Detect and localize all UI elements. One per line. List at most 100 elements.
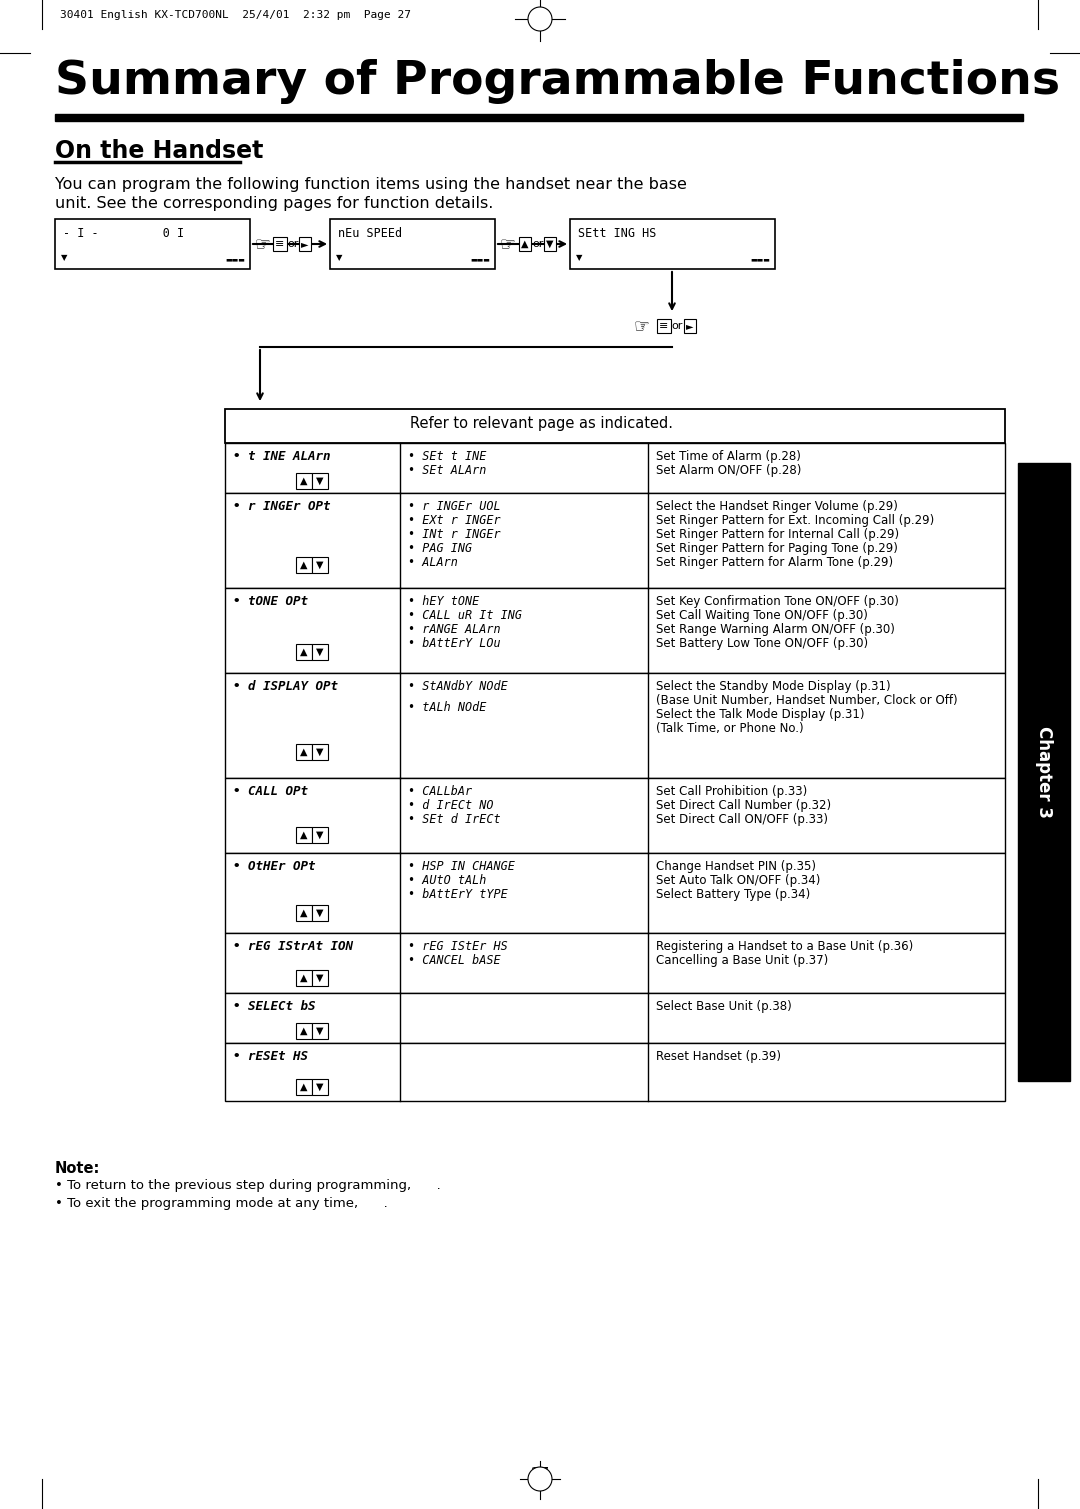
Bar bbox=[1018, 463, 1070, 1080]
Text: 27: 27 bbox=[530, 1467, 550, 1482]
Text: ▼: ▼ bbox=[336, 254, 342, 263]
Text: • rEG IStrAt ION: • rEG IStrAt ION bbox=[233, 940, 353, 954]
Text: • OtHEr OPt: • OtHEr OPt bbox=[233, 860, 315, 874]
Text: Select the Handset Ringer Volume (p.29): Select the Handset Ringer Volume (p.29) bbox=[656, 499, 897, 513]
Text: • r INGEr OPt: • r INGEr OPt bbox=[233, 499, 330, 513]
Text: ▼: ▼ bbox=[316, 560, 324, 570]
Text: Select Battery Type (p.34): Select Battery Type (p.34) bbox=[656, 887, 810, 901]
Text: ▼: ▼ bbox=[546, 238, 554, 249]
Bar bbox=[312, 1023, 328, 1040]
Bar bbox=[225, 993, 1005, 1043]
Text: • CANCEL bASE: • CANCEL bASE bbox=[408, 954, 501, 967]
Text: ▼: ▼ bbox=[316, 908, 324, 917]
Text: You can program the following function items using the handset near the base: You can program the following function i… bbox=[55, 177, 687, 192]
Text: Chapter 3: Chapter 3 bbox=[1035, 726, 1053, 818]
Circle shape bbox=[528, 8, 552, 32]
Text: ▬▬▬: ▬▬▬ bbox=[470, 257, 490, 263]
Text: ▼: ▼ bbox=[60, 254, 67, 263]
Bar bbox=[312, 970, 328, 985]
Text: or: or bbox=[287, 238, 298, 249]
Text: Reset Handset (p.39): Reset Handset (p.39) bbox=[656, 1050, 781, 1062]
Text: ▬▬▬: ▬▬▬ bbox=[225, 257, 245, 263]
Bar bbox=[296, 827, 312, 844]
Text: • SEt d IrECt: • SEt d IrECt bbox=[408, 813, 501, 825]
Text: • PAG ING: • PAG ING bbox=[408, 542, 472, 555]
Text: Set Ringer Pattern for Ext. Incoming Call (p.29): Set Ringer Pattern for Ext. Incoming Cal… bbox=[656, 515, 934, 527]
Text: • SEt ALArn: • SEt ALArn bbox=[408, 463, 486, 477]
Text: • bAttErY tYPE: • bAttErY tYPE bbox=[408, 887, 508, 901]
Bar bbox=[312, 472, 328, 489]
Bar bbox=[296, 1023, 312, 1040]
Text: unit. See the corresponding pages for function details.: unit. See the corresponding pages for fu… bbox=[55, 196, 494, 211]
Text: Set Battery Low Tone ON/OFF (p.30): Set Battery Low Tone ON/OFF (p.30) bbox=[656, 637, 868, 650]
Text: • CALLbAr: • CALLbAr bbox=[408, 785, 472, 798]
Text: 30401 English KX-TCD700NL  25/4/01  2:32 pm  Page 27: 30401 English KX-TCD700NL 25/4/01 2:32 p… bbox=[60, 11, 411, 20]
Text: ►: ► bbox=[686, 321, 693, 330]
Bar bbox=[570, 219, 775, 269]
Text: • EXt r INGEr: • EXt r INGEr bbox=[408, 515, 501, 527]
Text: ≡: ≡ bbox=[659, 321, 669, 330]
Text: ▲: ▲ bbox=[300, 560, 308, 570]
Bar bbox=[296, 472, 312, 489]
Text: Set Time of Alarm (p.28): Set Time of Alarm (p.28) bbox=[656, 450, 801, 463]
Circle shape bbox=[528, 1467, 552, 1491]
Text: Set Alarm ON/OFF (p.28): Set Alarm ON/OFF (p.28) bbox=[656, 463, 801, 477]
Text: Set Ringer Pattern for Paging Tone (p.29): Set Ringer Pattern for Paging Tone (p.29… bbox=[656, 542, 897, 555]
Text: • rESEt HS: • rESEt HS bbox=[233, 1050, 308, 1062]
Bar bbox=[225, 933, 1005, 993]
Bar bbox=[225, 493, 1005, 589]
Text: • To exit the programming mode at any time,      .: • To exit the programming mode at any ti… bbox=[55, 1197, 388, 1210]
Text: nEu SPEEd: nEu SPEEd bbox=[338, 226, 402, 240]
Text: Registering a Handset to a Base Unit (p.36): Registering a Handset to a Base Unit (p.… bbox=[656, 940, 914, 954]
Text: ▲: ▲ bbox=[300, 830, 308, 841]
Bar bbox=[312, 744, 328, 761]
Text: ▲: ▲ bbox=[300, 475, 308, 486]
Text: • hEY tONE: • hEY tONE bbox=[408, 595, 480, 608]
Text: • d IrECt NO: • d IrECt NO bbox=[408, 798, 494, 812]
Text: • tALh NOdE: • tALh NOdE bbox=[408, 702, 486, 714]
Text: Set Call Prohibition (p.33): Set Call Prohibition (p.33) bbox=[656, 785, 807, 798]
Text: • rANGE ALArn: • rANGE ALArn bbox=[408, 623, 501, 635]
Bar bbox=[225, 1043, 1005, 1102]
Bar bbox=[225, 853, 1005, 933]
Text: ▲: ▲ bbox=[300, 908, 308, 917]
Bar bbox=[296, 744, 312, 761]
Text: ☞: ☞ bbox=[500, 235, 516, 254]
Bar bbox=[296, 644, 312, 659]
Text: ▼: ▼ bbox=[316, 973, 324, 982]
Bar bbox=[225, 673, 1005, 779]
Text: (Talk Time, or Phone No.): (Talk Time, or Phone No.) bbox=[656, 721, 804, 735]
Text: • SELECt bS: • SELECt bS bbox=[233, 1000, 315, 1013]
Text: Set Direct Call Number (p.32): Set Direct Call Number (p.32) bbox=[656, 798, 832, 812]
Text: Set Direct Call ON/OFF (p.33): Set Direct Call ON/OFF (p.33) bbox=[656, 813, 828, 825]
Text: (Standby Mode): (Standby Mode) bbox=[75, 223, 175, 235]
Bar bbox=[312, 905, 328, 920]
Bar bbox=[312, 827, 328, 844]
Bar bbox=[225, 589, 1005, 673]
Text: ☞: ☞ bbox=[255, 235, 271, 254]
Text: Select the Standby Mode Display (p.31): Select the Standby Mode Display (p.31) bbox=[656, 681, 891, 693]
Text: ▬▬▬: ▬▬▬ bbox=[750, 257, 770, 263]
Text: ▲: ▲ bbox=[300, 1026, 308, 1037]
Bar bbox=[312, 644, 328, 659]
Text: Cancelling a Base Unit (p.37): Cancelling a Base Unit (p.37) bbox=[656, 954, 828, 967]
Text: • AUtO tALh: • AUtO tALh bbox=[408, 874, 486, 887]
Text: • To return to the previous step during programming,      .: • To return to the previous step during … bbox=[55, 1179, 441, 1192]
Text: Select the Talk Mode Display (p.31): Select the Talk Mode Display (p.31) bbox=[656, 708, 864, 721]
Text: or: or bbox=[532, 238, 543, 249]
Text: ▼: ▼ bbox=[316, 647, 324, 656]
Text: ▲: ▲ bbox=[522, 238, 529, 249]
Bar bbox=[225, 444, 1005, 493]
Bar bbox=[296, 905, 312, 920]
Bar bbox=[312, 557, 328, 573]
Bar bbox=[225, 779, 1005, 853]
Text: ▲: ▲ bbox=[300, 647, 308, 656]
Text: - I -         0 I: - I - 0 I bbox=[63, 226, 184, 240]
Text: ▼: ▼ bbox=[316, 1082, 324, 1093]
Bar bbox=[312, 1079, 328, 1096]
Text: • rEG IStEr HS: • rEG IStEr HS bbox=[408, 940, 508, 954]
Text: • HSP IN CHANGE: • HSP IN CHANGE bbox=[408, 860, 515, 874]
Text: Note:: Note: bbox=[55, 1160, 100, 1176]
Text: ▼: ▼ bbox=[316, 830, 324, 841]
Text: ☞: ☞ bbox=[634, 317, 650, 335]
